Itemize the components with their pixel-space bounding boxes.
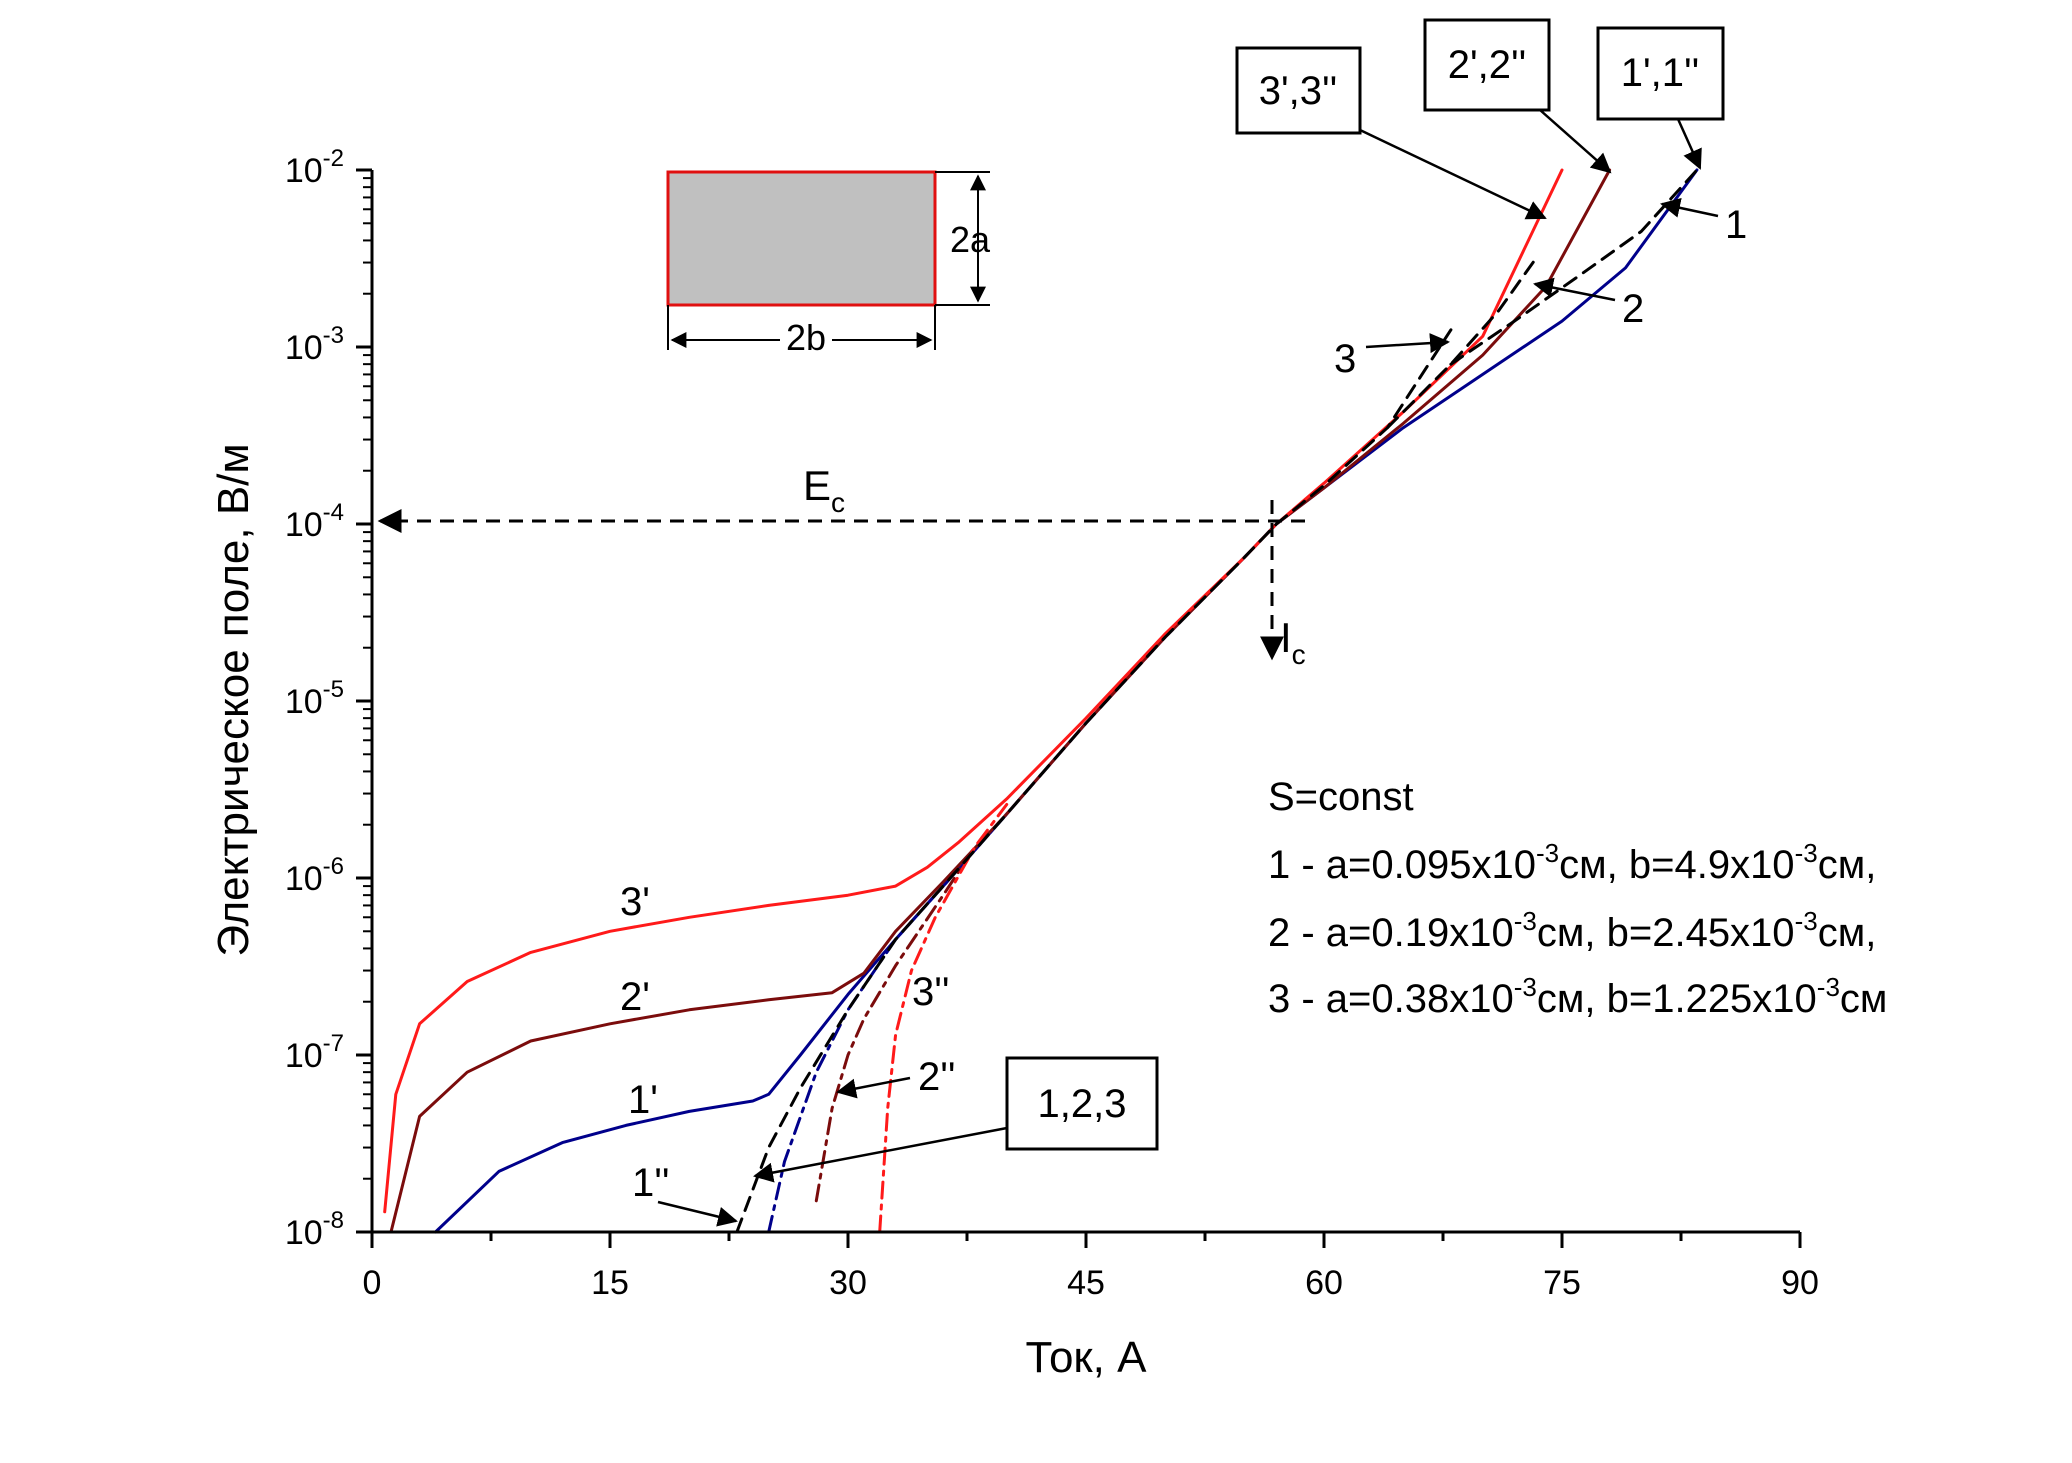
y-axis-title: Электрическое поле, В/м bbox=[209, 443, 258, 956]
series-line-3 bbox=[814, 845, 977, 1203]
label-2: 2 bbox=[1622, 287, 1644, 331]
axes: 0 15 30 45 60 75 90 10-8 10-7 10-6 10-5 10-4 10-3 10-… bbox=[285, 145, 1819, 1302]
box-2-arrow bbox=[1539, 109, 1612, 174]
label-3: 3 bbox=[1334, 337, 1356, 381]
ic-label: Ic bbox=[1280, 614, 1306, 670]
box-1 bbox=[1596, 26, 1725, 121]
label-3dprime: 3'' bbox=[912, 970, 950, 1014]
legend-title: S=const bbox=[1268, 775, 1414, 819]
ec-label: Ec bbox=[803, 462, 845, 518]
width-label: 2b bbox=[786, 317, 826, 358]
y-tick-label: 10-3 bbox=[285, 322, 344, 367]
y-tick-label: 10-6 bbox=[285, 853, 344, 898]
box-2-label: 2',2'' bbox=[1448, 43, 1527, 87]
arrow-2dprime bbox=[836, 1076, 911, 1099]
arrow-1dprime bbox=[657, 1200, 738, 1227]
y-tick-label: 10-2 bbox=[285, 145, 344, 190]
arrow-2 bbox=[1533, 277, 1616, 302]
series-line-2 bbox=[389, 168, 1612, 1234]
box-123-arrow bbox=[753, 1126, 1008, 1183]
box-123-label: 1,2,3 bbox=[1038, 1082, 1127, 1126]
cross-section-rect bbox=[666, 170, 937, 307]
label-1dprime: 1'' bbox=[632, 1161, 670, 1205]
height-label: 2a bbox=[950, 219, 991, 260]
x-axis-title: Ток, А bbox=[1026, 1333, 1148, 1382]
box-3-label: 3',3'' bbox=[1259, 69, 1338, 113]
box-2 bbox=[1423, 18, 1551, 112]
box-3-arrow bbox=[1359, 128, 1547, 220]
series-line-8 bbox=[1449, 168, 1699, 366]
arrow-3 bbox=[1365, 333, 1450, 354]
x-tick-label: 30 bbox=[829, 1264, 867, 1302]
cross-section-inset: 2a 2b bbox=[666, 170, 991, 358]
label-1: 1 bbox=[1725, 203, 1747, 247]
y-tick-label: 10-4 bbox=[285, 499, 344, 544]
legend-line-2: 2 - a=0.19x10-3см, b=2.45x10-3см, bbox=[1268, 906, 1876, 955]
arrow-1 bbox=[1660, 197, 1719, 218]
legend-line-3: 3 - a=0.38x10-3см, b=1.225x10-3см bbox=[1268, 972, 1887, 1021]
legend-line-1: 1 - a=0.095x10-3см, b=4.9x10-3см, bbox=[1268, 838, 1876, 887]
x-tick-label: 75 bbox=[1543, 1264, 1581, 1302]
x-tick-label: 60 bbox=[1305, 1264, 1343, 1302]
x-tick-label: 0 bbox=[363, 1264, 382, 1302]
box-1-arrow bbox=[1676, 118, 1702, 170]
series-line-7 bbox=[1386, 253, 1540, 430]
label-2dprime: 2'' bbox=[918, 1055, 956, 1099]
legend: S=const 1 - a=0.095x10-3см, b=4.9x10-3см… bbox=[1268, 775, 1887, 1021]
curve-labels: 3' 2' 1' 3'' 2'' 1'' 1 2 3 bbox=[620, 197, 1747, 1227]
series-line-5 bbox=[878, 803, 1009, 1234]
x-tick-label: 90 bbox=[1781, 1264, 1819, 1302]
boxed-labels: 3',3'' 2',2'' 1',1'' 1,2,3 bbox=[753, 18, 1725, 1183]
box-1-label: 1',1'' bbox=[1621, 51, 1700, 95]
box-3 bbox=[1235, 46, 1362, 135]
ticks-layer: 0 15 30 45 60 75 90 10-8 10-7 10-6 10-5 10-4 10-3 10-… bbox=[285, 145, 1819, 1302]
series-line-6 bbox=[735, 328, 1453, 1234]
x-tick-label: 15 bbox=[591, 1264, 629, 1302]
series-line-1 bbox=[767, 812, 1009, 1234]
critical-reference: Ec Ic bbox=[377, 462, 1306, 670]
series-layer bbox=[383, 168, 1699, 1234]
y-tick-label: 10-5 bbox=[285, 676, 344, 721]
y-tick-label: 10-8 bbox=[285, 1207, 344, 1252]
box-123 bbox=[1005, 1056, 1159, 1151]
label-3prime: 3' bbox=[620, 880, 650, 924]
x-tick-label: 45 bbox=[1067, 1264, 1105, 1302]
label-2prime: 2' bbox=[620, 975, 650, 1019]
label-1prime: 1' bbox=[628, 1078, 658, 1122]
series-line-4 bbox=[383, 168, 1564, 1214]
y-tick-label: 10-7 bbox=[285, 1030, 344, 1075]
